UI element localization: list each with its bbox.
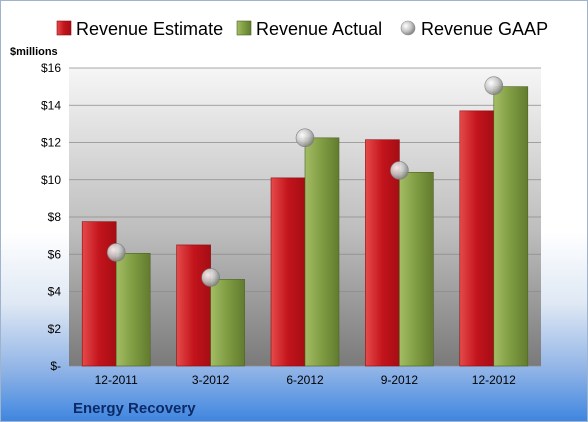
marker-revenue-gaap: [484, 76, 504, 95]
x-tick-label: 3-2012: [192, 373, 230, 387]
marker-revenue-gaap: [295, 128, 315, 148]
y-tick-label: $8: [48, 210, 62, 224]
x-tick-label: 6-2012: [286, 373, 324, 387]
y-tick-label: $-: [50, 359, 61, 373]
legend-label-estimate: Revenue Estimate: [76, 19, 223, 39]
legend: Revenue Estimate Revenue Actual Revenue …: [56, 19, 548, 39]
legend-item-estimate: Revenue Estimate: [56, 19, 223, 39]
bar-revenue-actual: [493, 86, 529, 367]
bars: [81, 86, 529, 367]
x-tick-label: 12-2011: [95, 373, 138, 387]
bar-revenue-actual: [304, 137, 340, 367]
bar-revenue-estimate: [176, 244, 211, 367]
gaap-markers: [106, 76, 504, 287]
bar-revenue-actual: [210, 279, 245, 367]
y-axis-unit-label: $millions: [10, 46, 58, 58]
bar-revenue-actual: [115, 253, 151, 367]
y-axis-ticks: $- $2 $4 $6 $8 $10 $12 $14 $16: [41, 61, 61, 373]
x-tick-label: 12-2012: [472, 373, 516, 387]
x-tick-label: 9-2012: [381, 373, 419, 387]
legend-label-gaap: Revenue GAAP: [421, 19, 548, 39]
legend-item-gaap: Revenue GAAP: [400, 19, 548, 39]
y-tick-label: $2: [48, 322, 62, 336]
bar-revenue-estimate: [81, 221, 117, 367]
y-tick-label: $10: [41, 173, 61, 187]
legend-swatch-estimate: [56, 20, 72, 36]
bar-revenue-estimate: [270, 177, 306, 367]
y-tick-label: $6: [48, 247, 62, 261]
legend-swatch-gaap: [400, 20, 416, 36]
marker-revenue-gaap: [106, 243, 126, 262]
company-name: Energy Recovery: [73, 400, 196, 417]
bar-revenue-actual: [399, 172, 434, 367]
y-tick-label: $14: [41, 98, 61, 112]
legend-item-actual: Revenue Actual: [236, 19, 382, 39]
marker-revenue-gaap: [390, 161, 409, 180]
legend-swatch-actual: [236, 20, 252, 36]
y-tick-label: $12: [41, 136, 61, 150]
y-tick-label: $16: [41, 61, 61, 75]
marker-revenue-gaap: [201, 268, 220, 287]
legend-label-actual: Revenue Actual: [256, 19, 382, 39]
bar-revenue-estimate: [459, 110, 495, 367]
y-tick-label: $4: [48, 285, 62, 299]
x-axis-ticks: 12-2011 3-2012 6-2012 9-2012 12-2012: [95, 373, 517, 387]
